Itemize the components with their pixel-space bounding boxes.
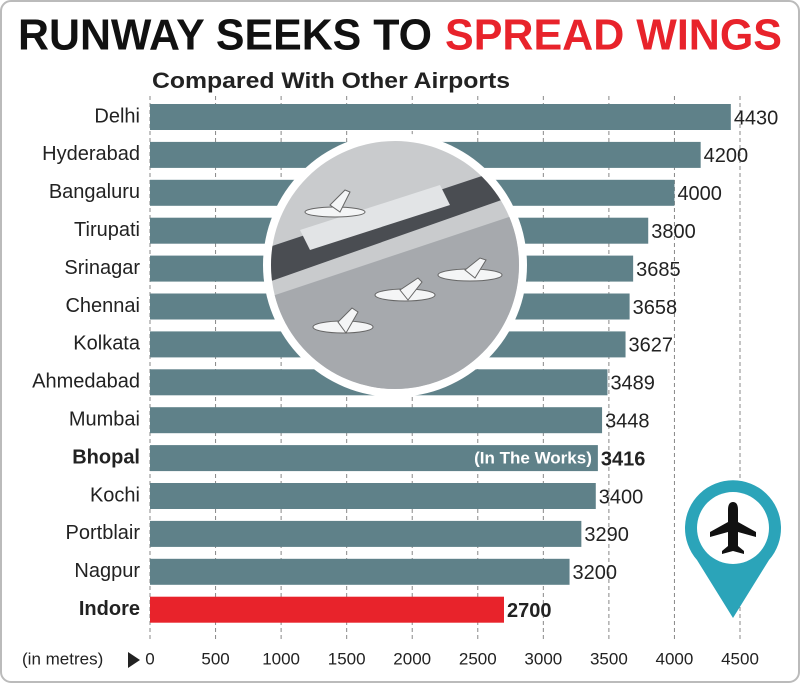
- labels: 0 500 1000 1500 2000 2500 3000 3500 4000 4500 Delh…: [32, 105, 778, 668]
- x-axis-label: (in metres): [22, 649, 103, 668]
- x-tick-label: 500: [201, 649, 229, 668]
- chart-title: RUNWAY SEEKS TO: [18, 11, 432, 60]
- decoration: [263, 133, 781, 618]
- category-label: Kolkata: [73, 333, 141, 355]
- category-label: Bhopal: [72, 446, 140, 468]
- category-label: Chennai: [65, 295, 140, 317]
- chart-subtitle: Compared With Other Airports: [152, 68, 510, 93]
- value-label: 3400: [599, 486, 644, 508]
- x-tick-label: 1500: [328, 649, 366, 668]
- value-label: 3627: [629, 335, 674, 357]
- category-label: Mumbai: [69, 408, 140, 430]
- bar: [150, 104, 731, 130]
- chart-title-highlight: SPREAD WINGS: [445, 11, 782, 60]
- value-label: 2700: [507, 600, 552, 622]
- category-label: Kochi: [90, 484, 140, 506]
- value-label: 3200: [573, 562, 618, 584]
- value-label: 3489: [610, 373, 655, 395]
- category-label: Ahmedabad: [32, 371, 140, 393]
- pin-icon: [710, 502, 756, 554]
- value-label: 3685: [636, 259, 681, 281]
- x-tick-label: 2000: [393, 649, 431, 668]
- value-label: 3416: [601, 448, 646, 470]
- category-label: Nagpur: [74, 560, 140, 582]
- value-label: 4430: [734, 107, 779, 129]
- category-label: Hyderabad: [42, 143, 140, 165]
- category-label: Delhi: [94, 105, 140, 127]
- category-label: Srinagar: [64, 257, 140, 279]
- bar: [150, 483, 596, 509]
- bar: [150, 445, 598, 472]
- value-label: 3290: [584, 524, 629, 546]
- value-label: 4200: [704, 145, 749, 167]
- x-tick-label: 2500: [459, 649, 497, 668]
- bar: [150, 596, 504, 623]
- x-tick-label: 3000: [524, 649, 562, 668]
- category-label: Portblair: [66, 522, 141, 544]
- x-tick-label: 4000: [656, 649, 694, 668]
- category-label: Bangaluru: [49, 181, 140, 203]
- category-label: Tirupati: [74, 219, 140, 241]
- value-label: 3800: [651, 221, 696, 243]
- axis-arrow: [128, 652, 140, 668]
- bar: [150, 407, 603, 434]
- x-tick-label: 4500: [721, 649, 759, 668]
- airport-photo: [271, 141, 519, 389]
- value-label: 3658: [633, 297, 678, 319]
- x-tick-label: 0: [145, 649, 154, 668]
- value-label: 3448: [605, 410, 650, 432]
- bar: [150, 520, 582, 547]
- annotation: (In The Works): [474, 449, 592, 468]
- category-label: Indore: [79, 598, 140, 620]
- bar: [150, 558, 570, 585]
- x-tick-label: 1000: [262, 649, 300, 668]
- value-label: 4000: [677, 183, 722, 205]
- x-tick-label: 3500: [590, 649, 628, 668]
